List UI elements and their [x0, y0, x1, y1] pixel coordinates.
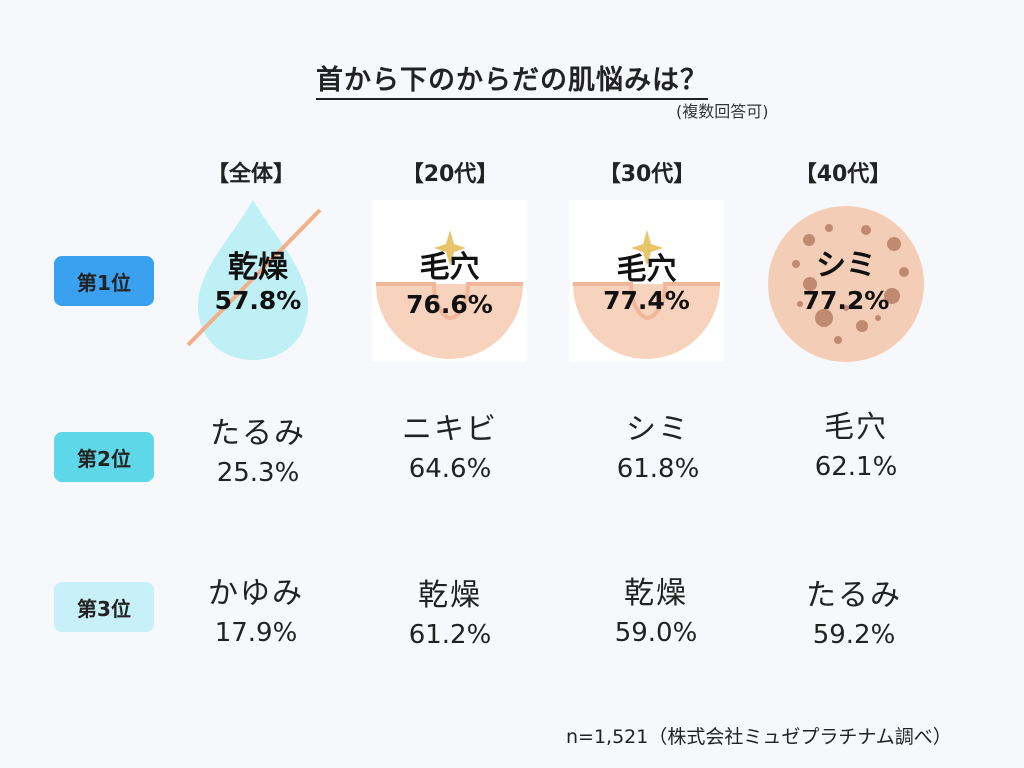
spot-dots	[792, 224, 909, 344]
cell-value: 25.3%	[216, 458, 300, 488]
spot-icon	[768, 206, 924, 362]
rank1-20s-icon-card: 毛穴 76.6%	[372, 200, 527, 362]
skin-circle	[768, 206, 924, 362]
cell-label: 乾燥	[624, 576, 688, 611]
cell-value: 64.6%	[408, 454, 492, 484]
rank3-40s-cell: たるみ 59.2%	[774, 570, 934, 650]
rank1-30s-icon-card: 毛穴 77.4%	[569, 200, 724, 362]
chart-subtitle: (複数回答可)	[676, 102, 769, 121]
cell-label: 乾燥	[418, 578, 482, 613]
cell-value: 59.0%	[614, 618, 698, 648]
skin-circle	[376, 284, 523, 359]
skin-circle	[573, 284, 720, 359]
cell-label: 毛穴	[616, 252, 677, 287]
slash-line	[186, 208, 322, 347]
pore-outline	[376, 282, 523, 321]
cell-value: 76.6%	[406, 290, 493, 319]
cell-label: たるみ	[806, 578, 902, 613]
cell-value: 17.9%	[214, 618, 298, 648]
footnote: n=1,521（株式会社ミュゼプラチナム調べ）	[566, 726, 952, 748]
cell-label: かゆみ	[208, 576, 304, 611]
spark-mark	[631, 230, 663, 266]
rank-badge-2: 第2位	[54, 432, 154, 482]
cell-value: 61.8%	[616, 454, 700, 484]
cell-label: 毛穴	[824, 410, 888, 445]
column-header-all: 【全体】	[206, 162, 295, 187]
column-header-20s: 【20代】	[401, 162, 499, 187]
cell-label: ニキビ	[402, 412, 498, 447]
rank1-40s-icon-card: シミ 77.2%	[766, 200, 926, 362]
rank-badge-1: 第1位	[54, 256, 154, 306]
cell-value: 62.1%	[814, 452, 898, 482]
column-header-30s: 【30代】	[598, 162, 696, 187]
rank3-30s-cell: 乾燥 59.0%	[576, 568, 736, 648]
rank2-30s-cell: シミ 61.8%	[578, 404, 738, 484]
pore-icon	[569, 200, 724, 362]
cell-value: 57.8%	[214, 286, 302, 315]
cell-value: 59.2%	[812, 620, 896, 650]
spark-mark	[434, 230, 466, 266]
column-header-40s: 【40代】	[794, 162, 892, 187]
cell-label: シミ	[816, 248, 876, 283]
rank3-20s-cell: 乾燥 61.2%	[370, 570, 530, 650]
cell-label: 毛穴	[419, 250, 480, 285]
cell-label: 乾燥	[228, 250, 288, 285]
rank3-all-cell: かゆみ 17.9%	[176, 568, 336, 648]
chart-title: 首から下のからだの肌悩みは？	[0, 58, 1024, 100]
chart-title-text: 首から下のからだの肌悩みは？	[316, 65, 708, 100]
rank1-all-icon-card: 乾燥 57.8%	[178, 200, 338, 362]
cell-value: 77.4%	[603, 286, 690, 315]
water-drop-icon	[186, 200, 322, 360]
cell-label: シミ	[626, 412, 690, 447]
rank-badge-3: 第3位	[54, 582, 154, 632]
rank2-40s-cell: 毛穴 62.1%	[776, 402, 936, 482]
cell-value: 61.2%	[408, 620, 492, 650]
cell-label: たるみ	[210, 416, 306, 451]
cell-value: 77.2%	[802, 286, 890, 315]
rank2-all-cell: たるみ 25.3%	[178, 408, 338, 488]
pore-outline	[573, 282, 720, 321]
rank2-20s-cell: ニキビ 64.6%	[370, 404, 530, 484]
pore-icon	[372, 200, 527, 362]
